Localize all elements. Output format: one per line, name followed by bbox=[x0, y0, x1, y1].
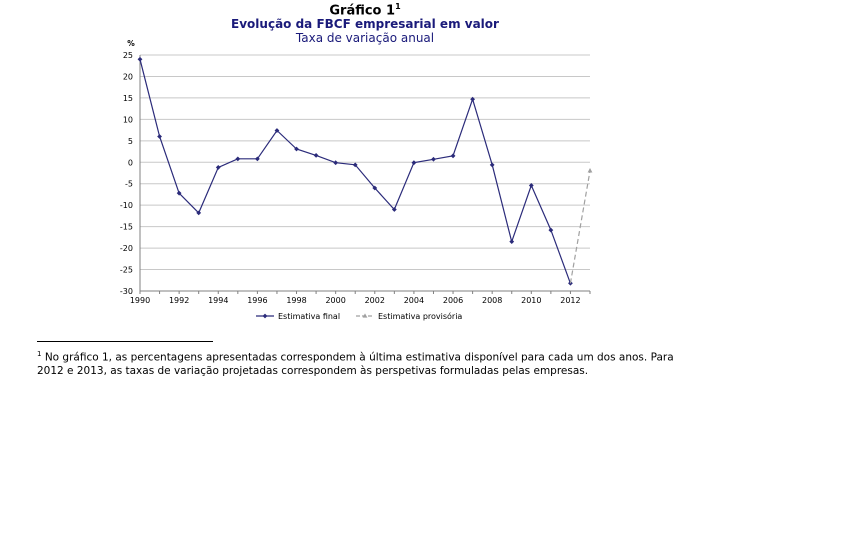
data-point bbox=[489, 162, 495, 168]
y-tick-label: -5 bbox=[125, 180, 133, 189]
legend-marker bbox=[262, 313, 268, 319]
x-tick-label: 1994 bbox=[208, 296, 228, 305]
chart-subtitle: Evolução da FBCF empresarial em valor bbox=[231, 17, 499, 31]
y-tick-label: 10 bbox=[123, 115, 133, 124]
data-point bbox=[411, 160, 417, 166]
chart-title-text: Gráfico 1 bbox=[329, 3, 396, 19]
x-tick-label: 1996 bbox=[247, 296, 267, 305]
y-tick-label: 0 bbox=[128, 158, 133, 167]
chart-title-footnote-marker: 1 bbox=[395, 2, 401, 11]
data-point bbox=[215, 165, 221, 170]
series-line-2 bbox=[569, 170, 591, 284]
legend-label: Estimativa provisória bbox=[378, 311, 462, 321]
x-tick-label: 1990 bbox=[130, 296, 150, 305]
legend-marker bbox=[362, 313, 368, 318]
y-tick-label: 25 bbox=[123, 51, 133, 60]
series-line-1 bbox=[139, 59, 571, 284]
y-tick-label: -15 bbox=[120, 223, 133, 232]
data-point bbox=[372, 185, 378, 191]
data-point bbox=[391, 207, 397, 212]
x-tick-label: 2004 bbox=[404, 296, 424, 305]
x-tick-label: 2006 bbox=[443, 296, 463, 305]
line-chart: 25 20 15 10 5 0 -5 -10 -15 -20 -25 -30% 1990 1992 1994… bbox=[120, 39, 593, 321]
data-point bbox=[352, 162, 358, 168]
y-tick-label: -30 bbox=[120, 287, 133, 296]
data-point bbox=[450, 153, 456, 159]
x-tick-label: 2012 bbox=[560, 296, 580, 305]
data-point bbox=[196, 210, 202, 216]
y-tick-label: 15 bbox=[123, 94, 133, 103]
footnote-rule bbox=[37, 341, 213, 342]
chart-title: Gráfico 11 bbox=[0, 2, 730, 18]
footnote-marker: 1 bbox=[37, 350, 42, 358]
x-tick-label: 2008 bbox=[482, 296, 502, 305]
data-point bbox=[254, 156, 260, 162]
data-point bbox=[528, 183, 534, 188]
x-tick-label: 2000 bbox=[325, 296, 345, 305]
y-tick-label: 20 bbox=[123, 72, 133, 81]
data-point bbox=[235, 156, 241, 162]
data-point bbox=[548, 227, 554, 233]
y-tick-label: -10 bbox=[120, 201, 133, 210]
x-tick-label: 1998 bbox=[286, 296, 306, 305]
x-tick-label: 2002 bbox=[365, 296, 385, 305]
data-point bbox=[137, 56, 143, 62]
footnote-text: No gráfico 1, as percentagens apresentad… bbox=[37, 351, 674, 377]
data-point bbox=[470, 96, 476, 102]
y-axis-unit-label: % bbox=[127, 39, 135, 48]
x-tick-label: 1992 bbox=[169, 296, 189, 305]
data-point bbox=[587, 168, 593, 173]
data-point bbox=[509, 239, 515, 245]
data-point bbox=[274, 128, 280, 133]
legend-label: Estimativa final bbox=[278, 312, 340, 321]
y-tick-label: 5 bbox=[128, 137, 133, 146]
x-tick-label: 2010 bbox=[521, 296, 541, 305]
chart-subtitle-2: Taxa de variação anual bbox=[295, 31, 435, 45]
y-tick-label: -20 bbox=[120, 244, 133, 253]
data-point bbox=[333, 160, 339, 166]
data-point bbox=[294, 146, 299, 152]
footnote: 1 No gráfico 1, as percentagens apresent… bbox=[37, 348, 677, 378]
y-tick-label: -25 bbox=[120, 266, 133, 275]
data-point bbox=[157, 134, 162, 139]
data-point bbox=[431, 156, 436, 162]
data-point bbox=[313, 153, 319, 158]
data-point bbox=[176, 190, 182, 196]
